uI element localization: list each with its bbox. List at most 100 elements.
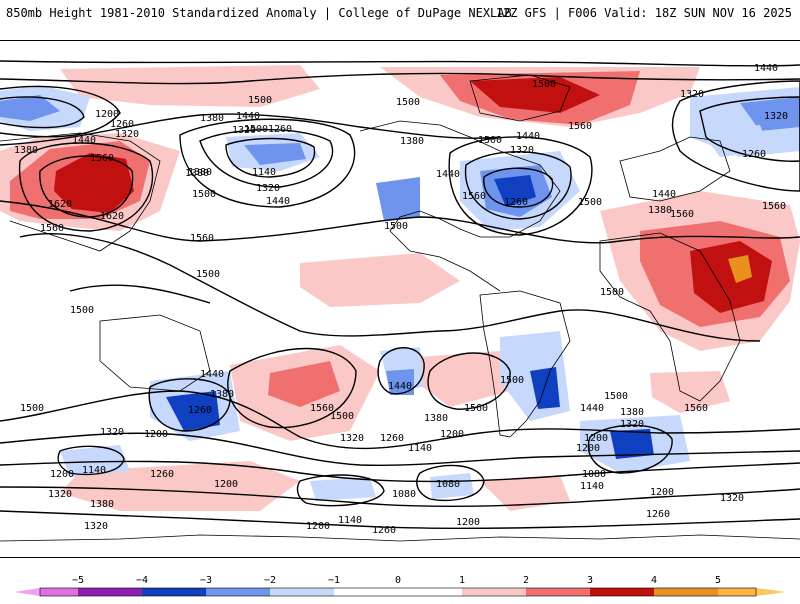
colorbar-segment (590, 588, 654, 596)
contour-label: 1200 (650, 487, 674, 498)
colorbar-tick-label: 4 (651, 575, 657, 586)
contour-label: 1560 (762, 201, 786, 212)
colorbar-tick-label: −1 (328, 575, 340, 586)
contour-label: 1380 (90, 499, 114, 510)
map-canvas: 1440 1320 1500 1560 1200 1260 1320 1380 … (0, 41, 800, 559)
contour-label: 1500 (532, 79, 556, 90)
contour-line (0, 511, 800, 528)
contour-label: 1080 (392, 489, 416, 500)
contour-label: 1260 (188, 405, 212, 416)
colorbar-arrow-right (756, 588, 786, 596)
contour-label: 1200 (50, 469, 74, 480)
contour-label: 1440 (200, 369, 224, 380)
contour-label: 1440 (266, 196, 290, 207)
contour-label: 1320 (680, 89, 704, 100)
contour-label: 1320 (115, 129, 139, 140)
run-info: 12Z GFS | F006 Valid: 18Z SUN NOV 16 202… (496, 6, 792, 20)
contour-label: 1260 (646, 509, 670, 520)
contour-label: 1440 (236, 111, 260, 122)
contour-label: 1320 (256, 183, 280, 194)
colorbar: −5 −4 −3 −2 −1 0 1 2 3 4 5 (0, 570, 800, 600)
contour-label: 1320 (510, 145, 534, 156)
colorbar-segment (270, 588, 334, 596)
colorbar-tick-label: 1 (459, 575, 465, 586)
contour-label: 1500 (578, 197, 602, 208)
contour-label: 1200 (306, 521, 330, 532)
contour-label: 1320 (764, 111, 788, 122)
anomaly-pos1-region (300, 253, 460, 307)
contour-label: 1560 (90, 153, 114, 164)
colorbar-tick-label: −5 (72, 575, 84, 586)
contour-label: 1560 (190, 233, 214, 244)
colorbar-segment (40, 588, 78, 596)
contour-label: 1260 (742, 149, 766, 160)
contour-label: 1260 (372, 525, 396, 536)
contour-label: 1380 (188, 167, 212, 178)
contour-label: 1320 (48, 489, 72, 500)
contour-label: 1500 (500, 375, 524, 386)
contour-label: 1440 (388, 381, 412, 392)
contour-label: 1500 (70, 305, 94, 316)
contour-label: 1320 (620, 419, 644, 430)
contour-label: 1500 (600, 287, 624, 298)
contour-label: 1320 (340, 433, 364, 444)
contour-label: 1140 (580, 481, 604, 492)
contour-label: 1560 (670, 209, 694, 220)
anomaly-neg1-region (310, 477, 376, 501)
colorbar-segment (718, 588, 756, 596)
contour-label: 1380 (620, 407, 644, 418)
contour-label: 1380 (648, 205, 672, 216)
colorbar-tick-label: 5 (715, 575, 721, 586)
map-title: 850mb Height 1981-2010 Standardized Anom… (6, 6, 512, 20)
map-header: 850mb Height 1981-2010 Standardized Anom… (0, 0, 800, 40)
contour-label: 1080 (436, 479, 460, 490)
contour-label: 1560 (462, 191, 486, 202)
colorbar-tick-label: 3 (587, 575, 593, 586)
colorbar-segment (654, 588, 718, 596)
contour-label: 1260 (150, 469, 174, 480)
contour-label: 1320 (100, 427, 124, 438)
contour-label: 1500 (196, 269, 220, 280)
colorbar-tick-label: 2 (523, 575, 529, 586)
contour-label: 1140 (252, 167, 276, 178)
contour-label: 1380 (424, 413, 448, 424)
colorbar-arrow-left (14, 588, 40, 596)
contour-label: 1560 (464, 403, 488, 414)
contour-label: 1200 (144, 429, 168, 440)
contour-label: 1320 (232, 125, 256, 136)
contour-label: 1560 (684, 403, 708, 414)
contour-label: 1200 (456, 517, 480, 528)
contour-label: 1440 (72, 135, 96, 146)
contour-label: 1500 (478, 135, 502, 146)
contour-label: 1500 (20, 403, 44, 414)
contour-label: 1500 (192, 189, 216, 200)
contour-label: 1200 (214, 479, 238, 490)
contour-label: 1380 (14, 145, 38, 156)
contour-label: 1500 (330, 411, 354, 422)
contour-label: 1080 (582, 469, 606, 480)
contour-line (0, 61, 800, 66)
colorbar-segment (206, 588, 270, 596)
colorbar-segment (462, 588, 526, 596)
contour-label: 1560 (40, 223, 64, 234)
contour-label: 1200 (440, 429, 464, 440)
colorbar-canvas: −5 −4 −3 −2 −1 0 1 2 3 4 5 (0, 570, 800, 600)
contour-label: 1260 (380, 433, 404, 444)
anomaly-neg2-region (376, 177, 420, 221)
coast-antarctica (0, 535, 800, 541)
contour-label: 1620 (100, 211, 124, 222)
colorbar-segment (398, 588, 462, 596)
contour-label: 1200 (576, 443, 600, 454)
contour-label: 1380 (200, 113, 224, 124)
contour-label: 1440 (436, 169, 460, 180)
contour-label: 1380 (400, 136, 424, 147)
colorbar-segment (526, 588, 590, 596)
contour-label: 1440 (754, 63, 778, 74)
contour-label: 1560 (568, 121, 592, 132)
contour-label: 1260 (268, 124, 292, 135)
contour-label: 1260 (504, 197, 528, 208)
contour-label: 1140 (82, 465, 106, 476)
contour-label: 1440 (516, 131, 540, 142)
contour-label: 1500 (396, 97, 420, 108)
colorbar-segment (78, 588, 142, 596)
